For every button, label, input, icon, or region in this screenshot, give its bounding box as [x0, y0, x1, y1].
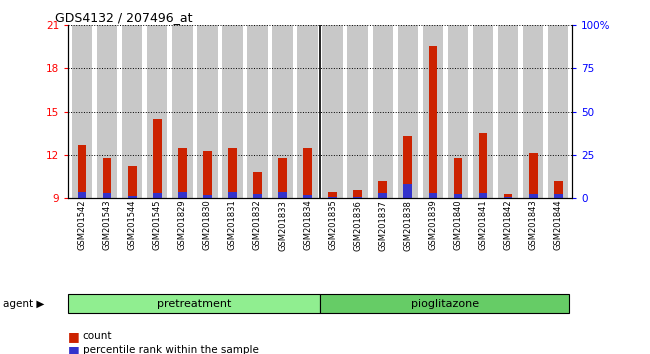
Bar	[404, 184, 412, 198]
Bar	[222, 25, 242, 198]
Text: pretreatment: pretreatment	[157, 298, 231, 309]
Bar	[77, 192, 86, 198]
Bar	[404, 136, 412, 198]
Bar	[328, 193, 337, 198]
Bar	[428, 46, 437, 198]
Bar	[278, 192, 287, 198]
Bar	[504, 194, 512, 198]
Bar	[554, 194, 563, 198]
Bar	[303, 195, 312, 198]
Bar	[128, 166, 136, 198]
Text: GDS4132 / 207496_at: GDS4132 / 207496_at	[55, 11, 193, 24]
Bar	[103, 158, 112, 198]
Bar	[554, 181, 563, 198]
Bar	[203, 195, 212, 198]
Bar	[178, 192, 187, 198]
Bar	[528, 153, 538, 198]
Bar	[354, 196, 362, 198]
Bar	[97, 25, 118, 198]
Bar	[77, 145, 86, 198]
Bar	[278, 158, 287, 198]
Bar	[348, 25, 368, 198]
Bar	[228, 192, 237, 198]
Bar	[128, 196, 136, 198]
Text: agent ▶: agent ▶	[3, 298, 45, 309]
Bar	[454, 194, 462, 198]
Bar	[548, 25, 569, 198]
Bar	[272, 25, 292, 198]
Bar	[172, 25, 192, 198]
Bar	[253, 172, 262, 198]
Bar	[153, 193, 162, 198]
Bar	[203, 150, 212, 198]
Bar	[448, 25, 468, 198]
Bar	[297, 25, 318, 198]
Bar	[473, 25, 493, 198]
Bar	[253, 194, 262, 198]
Bar	[378, 181, 387, 198]
Text: ■: ■	[68, 344, 80, 354]
Bar	[428, 193, 437, 198]
Text: pioglitazone: pioglitazone	[411, 298, 479, 309]
Bar	[528, 194, 538, 198]
Bar	[354, 190, 362, 198]
Bar	[103, 193, 112, 198]
Bar	[247, 25, 268, 198]
Bar	[504, 196, 512, 198]
Bar	[72, 25, 92, 198]
Bar	[372, 25, 393, 198]
Bar	[328, 196, 337, 198]
Bar	[498, 25, 518, 198]
Bar	[122, 25, 142, 198]
Bar	[523, 25, 543, 198]
Text: count: count	[83, 331, 112, 341]
Text: percentile rank within the sample: percentile rank within the sample	[83, 346, 259, 354]
Bar	[322, 25, 343, 198]
Bar	[178, 148, 187, 198]
Bar	[378, 193, 387, 198]
Bar	[303, 148, 312, 198]
Bar	[422, 25, 443, 198]
Bar	[197, 25, 218, 198]
Bar	[228, 148, 237, 198]
Text: ■: ■	[68, 330, 80, 343]
Bar	[454, 158, 462, 198]
Bar	[478, 193, 488, 198]
Bar	[398, 25, 418, 198]
Bar	[147, 25, 168, 198]
Bar	[478, 133, 488, 198]
Bar	[153, 119, 162, 198]
